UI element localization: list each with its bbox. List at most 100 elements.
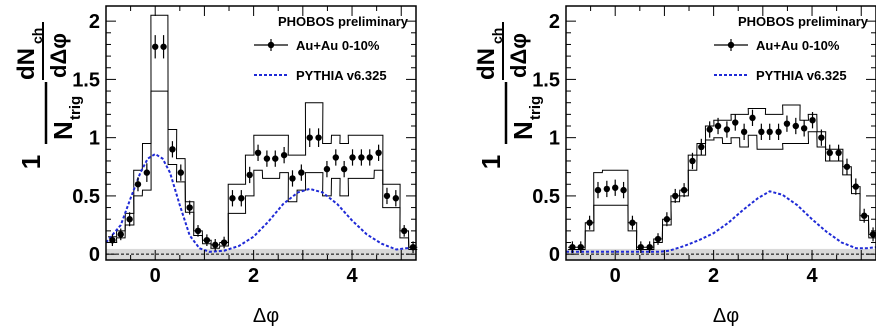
data-point xyxy=(843,163,851,170)
x-tick-label: 2 xyxy=(248,265,259,287)
x-tick-label: 2 xyxy=(708,265,719,287)
data-point xyxy=(569,243,576,251)
y-tick-label: 0.5 xyxy=(532,186,560,208)
data-point xyxy=(332,154,339,161)
data-point xyxy=(349,154,356,161)
data-point xyxy=(169,146,176,153)
data-point xyxy=(254,149,262,157)
data-point xyxy=(143,169,151,176)
data-point xyxy=(663,216,671,223)
data-point xyxy=(646,243,653,251)
data-point xyxy=(272,155,279,162)
data-point xyxy=(732,119,739,126)
data-point xyxy=(809,116,816,124)
y-label-prefactor: 1 xyxy=(16,155,46,169)
data-point xyxy=(852,183,860,190)
data-point xyxy=(654,235,662,243)
legend-label-pythia: PYTHIA v6.325 xyxy=(296,68,387,83)
data-point xyxy=(818,134,825,141)
y-label-ntrig: N xyxy=(48,121,78,140)
plot-frame xyxy=(105,5,417,261)
data-point xyxy=(366,154,373,161)
data-point xyxy=(792,122,799,130)
header-text: PHOBOS preliminary xyxy=(278,14,409,29)
y-label-dn: dN xyxy=(13,48,40,80)
data-point xyxy=(117,231,124,238)
data-point xyxy=(134,181,142,188)
data-point xyxy=(869,231,876,238)
y-tick-label: 0 xyxy=(549,244,560,266)
data-point xyxy=(229,195,236,202)
y-label-ddphi: dΔφ xyxy=(46,33,71,78)
data-point xyxy=(706,126,713,133)
y-tick-label: 1 xyxy=(549,128,560,150)
y-label-ntrig-sub: trig xyxy=(527,96,544,120)
data-point xyxy=(586,219,593,226)
data-point xyxy=(723,126,731,133)
data-point xyxy=(749,114,756,122)
x-tick-label: 0 xyxy=(150,265,161,287)
data-point xyxy=(160,43,167,50)
data-point xyxy=(203,236,211,244)
legend-marker-data xyxy=(727,41,735,49)
y-label-dn-sub: ch xyxy=(29,28,45,44)
data-point xyxy=(612,184,619,191)
data-point xyxy=(315,134,322,141)
y-tick-label: 0.5 xyxy=(72,186,100,208)
data-point xyxy=(775,128,782,136)
data-point xyxy=(740,128,748,136)
y-tick-label: 1 xyxy=(89,128,100,150)
systematic-band-upper xyxy=(108,14,418,248)
data-point xyxy=(220,239,228,246)
data-point xyxy=(246,171,253,179)
y-label-ddphi: dΔφ xyxy=(506,33,531,78)
data-point xyxy=(383,192,391,200)
data-point xyxy=(800,125,808,132)
y-label-ntrig: N xyxy=(508,121,538,140)
systematic-band-upper xyxy=(568,104,876,248)
data-point xyxy=(629,219,636,226)
legend-marker-data xyxy=(267,41,275,49)
header-text: PHOBOS preliminary xyxy=(738,14,869,29)
data-point xyxy=(400,227,408,235)
data-point xyxy=(620,186,627,194)
legend-label-data: Au+Au 0-10% xyxy=(756,38,840,53)
legend-label-data: Au+Au 0-10% xyxy=(296,38,380,53)
data-point xyxy=(263,155,271,162)
data-point xyxy=(109,236,116,244)
x-axis-label: Δφ xyxy=(253,305,279,327)
legend-label-pythia: PYTHIA v6.325 xyxy=(756,68,847,83)
data-point xyxy=(783,120,791,127)
y-tick-label: 1.5 xyxy=(72,69,100,91)
data-point xyxy=(860,212,868,219)
data-point xyxy=(637,243,644,251)
y-tick-label: 0 xyxy=(89,244,100,266)
y-label-prefactor: 1 xyxy=(476,155,506,169)
data-point xyxy=(577,243,584,251)
data-point xyxy=(594,186,602,194)
y-label-dn: dN xyxy=(473,48,500,80)
data-point xyxy=(177,169,184,176)
systematic-band-lower xyxy=(568,131,876,250)
data-point xyxy=(289,175,296,182)
data-point xyxy=(280,151,288,159)
data-point xyxy=(826,149,833,157)
x-axis-label: Δφ xyxy=(713,305,739,327)
data-point xyxy=(766,128,773,136)
x-tick-label: 0 xyxy=(610,265,621,287)
data-point xyxy=(358,154,365,161)
data-point xyxy=(680,186,688,194)
data-point xyxy=(126,216,133,223)
data-point xyxy=(323,165,331,173)
data-point xyxy=(186,204,193,211)
data-point xyxy=(298,169,305,176)
x-tick-label: 4 xyxy=(346,265,358,287)
data-point xyxy=(835,149,842,157)
data-point xyxy=(603,185,611,193)
data-point xyxy=(306,134,313,141)
data-point xyxy=(672,192,679,200)
y-tick-label: 1.5 xyxy=(532,69,560,91)
